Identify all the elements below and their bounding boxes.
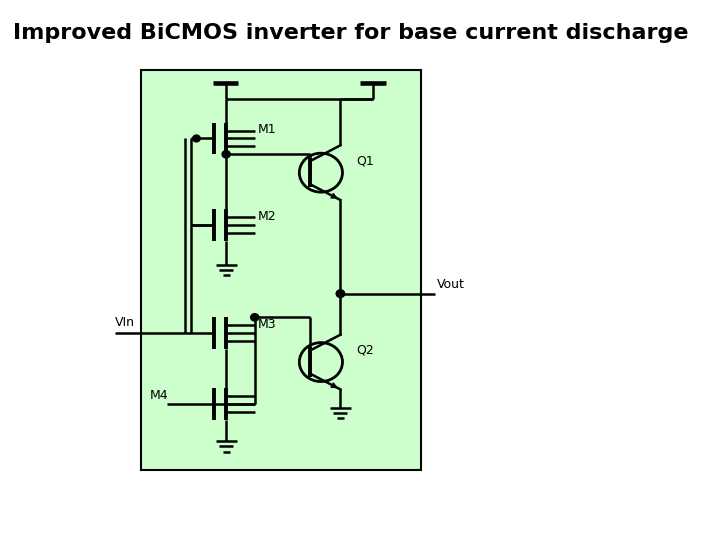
Text: M2: M2 bbox=[258, 210, 276, 222]
Circle shape bbox=[193, 135, 200, 142]
Circle shape bbox=[336, 290, 344, 298]
Bar bbox=[141, 70, 421, 470]
Text: Q2: Q2 bbox=[356, 344, 374, 357]
Circle shape bbox=[251, 314, 258, 321]
Text: VIn: VIn bbox=[114, 316, 135, 329]
Text: Q1: Q1 bbox=[356, 154, 374, 167]
Circle shape bbox=[222, 151, 230, 158]
Text: M4: M4 bbox=[150, 388, 168, 402]
Text: M1: M1 bbox=[258, 123, 276, 136]
Circle shape bbox=[336, 290, 344, 298]
Text: Improved BiCMOS inverter for base current discharge: Improved BiCMOS inverter for base curren… bbox=[13, 23, 688, 43]
Text: M3: M3 bbox=[258, 318, 276, 330]
Text: Vout: Vout bbox=[437, 278, 465, 291]
